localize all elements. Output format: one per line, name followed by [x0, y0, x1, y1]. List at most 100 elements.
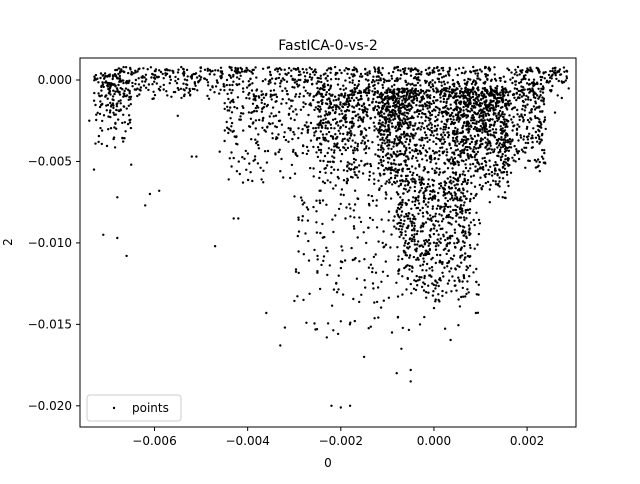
data-point: [428, 81, 431, 85]
data-point: [151, 97, 154, 101]
data-point: [321, 222, 324, 226]
data-point: [334, 133, 337, 136]
data-point: [339, 87, 342, 91]
data-point: [100, 89, 103, 92]
data-point: [463, 142, 466, 145]
data-point: [427, 244, 430, 247]
data-point: [540, 99, 543, 102]
data-point: [297, 68, 300, 71]
data-point: [377, 121, 381, 125]
data-point: [333, 142, 336, 145]
data-point: [400, 206, 403, 209]
data-point: [407, 181, 410, 184]
data-point: [319, 148, 323, 152]
data-point: [533, 158, 537, 162]
data-point: [456, 140, 459, 143]
data-point: [421, 146, 425, 150]
data-point: [395, 191, 399, 194]
data-point: [416, 279, 420, 282]
data-point: [352, 161, 356, 164]
data-point: [242, 129, 245, 132]
data-point: [418, 275, 421, 279]
data-point: [442, 131, 445, 134]
data-point: [457, 177, 460, 180]
data-point: [531, 87, 534, 90]
data-point: [418, 79, 421, 82]
data-point: [428, 96, 432, 100]
data-point: [166, 69, 170, 72]
data-point: [512, 115, 515, 119]
data-point: [492, 90, 496, 93]
data-point: [393, 117, 397, 120]
data-point: [381, 101, 384, 104]
data-point: [137, 77, 140, 80]
data-point: [520, 95, 524, 98]
data-point: [513, 87, 516, 90]
data-point: [338, 149, 342, 152]
data-point: [403, 89, 406, 92]
data-point: [499, 120, 502, 124]
data-point: [129, 103, 132, 106]
legend: points: [86, 394, 182, 422]
data-point: [366, 79, 370, 82]
data-point: [393, 140, 396, 143]
data-point: [353, 66, 356, 69]
data-point: [485, 172, 488, 176]
data-point: [309, 166, 312, 170]
data-point: [445, 214, 449, 217]
data-point: [395, 66, 398, 69]
data-point: [331, 135, 334, 138]
data-point: [439, 182, 443, 185]
data-point: [248, 125, 252, 128]
data-point: [381, 121, 384, 124]
data-point: [428, 128, 431, 132]
data-point: [154, 68, 158, 71]
data-point: [490, 123, 493, 127]
data-point: [462, 274, 465, 277]
data-point: [536, 165, 539, 169]
data-point: [451, 79, 455, 82]
data-point: [461, 144, 465, 147]
data-point: [312, 145, 315, 149]
data-point: [492, 124, 496, 127]
data-point: [447, 136, 450, 139]
data-point: [353, 87, 356, 90]
data-point: [431, 88, 435, 91]
data-point: [329, 71, 332, 75]
data-point: [327, 88, 331, 92]
data-point: [424, 290, 428, 294]
data-point: [397, 99, 400, 103]
data-point: [153, 93, 157, 97]
data-point: [368, 204, 371, 207]
data-point: [215, 79, 219, 82]
data-point: [476, 133, 480, 136]
data-point: [318, 287, 322, 291]
data-point: [261, 93, 265, 96]
data-point: [452, 139, 455, 143]
data-point: [490, 88, 494, 92]
data-point: [428, 185, 431, 188]
data-point: [292, 67, 295, 70]
data-point: [272, 115, 275, 118]
data-point: [254, 138, 257, 141]
data-point: [439, 100, 442, 103]
data-point: [466, 88, 470, 92]
data-point: [443, 327, 447, 330]
data-point: [206, 81, 210, 84]
data-point: [500, 97, 503, 101]
data-point: [305, 145, 309, 149]
data-point: [379, 138, 382, 141]
data-point: [301, 215, 304, 218]
data-point: [230, 111, 234, 114]
data-point: [464, 295, 467, 298]
data-point: [494, 128, 498, 131]
data-point: [424, 119, 427, 123]
data-point: [454, 126, 457, 130]
data-point: [390, 74, 393, 78]
data-point: [493, 134, 496, 138]
data-point: [103, 72, 107, 75]
data-point: [416, 108, 419, 112]
data-point: [432, 101, 436, 105]
data-point: [384, 260, 387, 263]
data-point: [141, 80, 144, 83]
